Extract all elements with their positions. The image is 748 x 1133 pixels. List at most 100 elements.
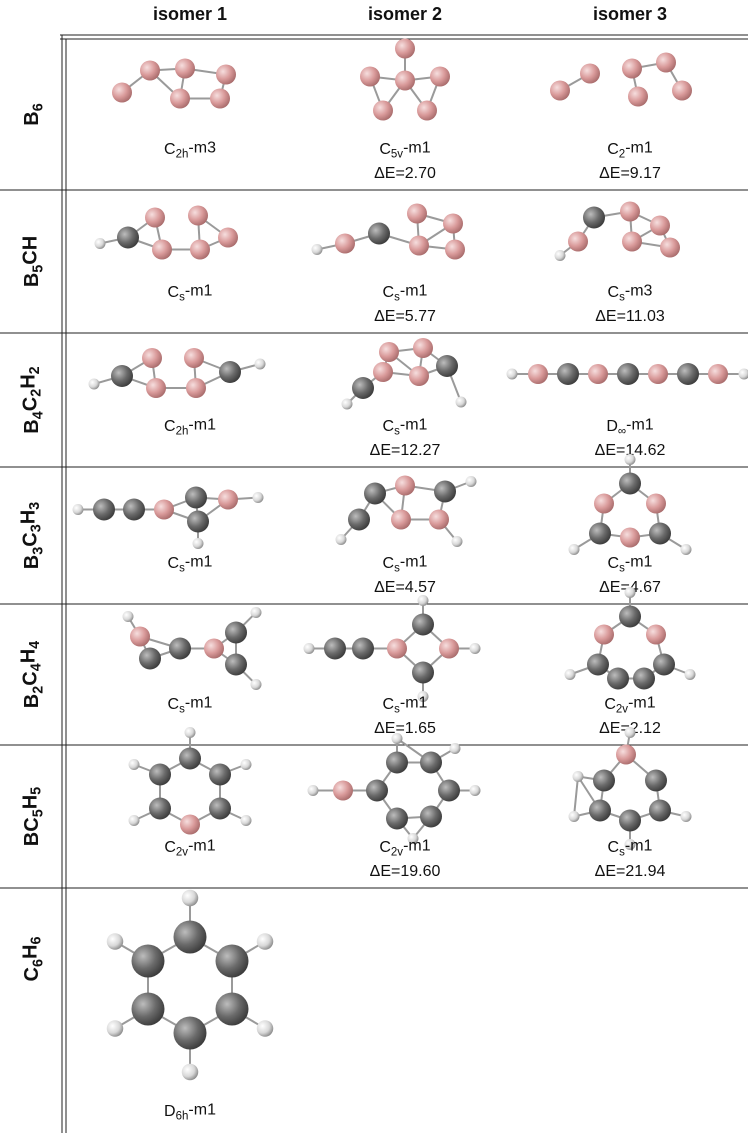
atom [175, 58, 195, 79]
subscript: 4 [30, 411, 46, 419]
atom [465, 476, 477, 487]
text: C [19, 532, 41, 546]
column-header: isomer 2 [368, 4, 442, 24]
atom [180, 814, 200, 835]
atom [139, 647, 161, 670]
text: C [168, 555, 180, 572]
atom [216, 64, 236, 85]
text: -m3 [625, 283, 653, 300]
atom [619, 809, 641, 832]
atom [620, 527, 640, 548]
text: -m1 [185, 554, 213, 571]
isomer-label: C2v-m1 [164, 838, 215, 859]
atom [184, 727, 196, 738]
subscript: s [179, 291, 185, 303]
atom [583, 206, 605, 229]
subscript: 2 [27, 366, 43, 374]
atom [123, 498, 145, 521]
atom [184, 348, 204, 368]
molecule [112, 58, 236, 109]
atom [93, 498, 115, 521]
text: C [21, 967, 43, 981]
text: C [379, 839, 391, 856]
isomer-label: C2v-m1 [604, 695, 655, 716]
atom [131, 944, 165, 978]
energy: ΔE=1.65 [374, 720, 436, 737]
atom [94, 238, 106, 249]
atom [412, 661, 434, 684]
energy: ΔE=5.77 [374, 308, 436, 325]
subscript: 5 [30, 809, 46, 817]
atom [386, 807, 408, 830]
subscript: 5 [29, 787, 45, 795]
text: -m1 [626, 417, 654, 434]
text: -m1 [188, 417, 216, 434]
isomer-label: Cs-m1 [168, 283, 213, 304]
text: C [608, 839, 620, 856]
formula: C6H6 [19, 937, 46, 982]
subscript: 2v [616, 703, 628, 715]
isomer-label: C2h-m3 [164, 140, 216, 161]
atom [417, 595, 429, 606]
atom [210, 88, 230, 109]
text: C [607, 141, 619, 158]
atom [451, 536, 463, 547]
text: C [19, 671, 41, 685]
subscript: s [394, 291, 400, 303]
subscript: s [619, 291, 625, 303]
subscript: 2v [176, 846, 188, 858]
atom [188, 205, 208, 226]
text: -m1 [625, 554, 653, 571]
text: C [164, 418, 176, 435]
subscript: 3 [27, 502, 43, 510]
subscript: s [619, 846, 625, 858]
atom [430, 66, 450, 87]
atom [628, 86, 648, 107]
atom [594, 624, 614, 645]
subscript: s [394, 703, 400, 715]
text: C [164, 839, 176, 856]
isomer-label: Cs-m1 [608, 838, 653, 859]
atom [445, 239, 465, 260]
atom [568, 811, 580, 822]
subscript: 6h [176, 1110, 189, 1122]
text: H [18, 649, 40, 663]
subscript: 3 [30, 547, 46, 555]
atom [106, 1020, 124, 1037]
atom [186, 378, 206, 398]
atom [684, 669, 696, 680]
atom [672, 80, 692, 101]
subscript: s [619, 562, 625, 574]
atom [633, 667, 655, 690]
energy: ΔE=11.03 [595, 308, 665, 325]
subscript: ∞ [618, 425, 626, 437]
isomer-label: Cs-m1 [168, 695, 213, 716]
atom [622, 58, 642, 79]
atom [434, 480, 456, 503]
atom [528, 364, 548, 384]
molecule [106, 889, 274, 1081]
atom [580, 63, 600, 84]
text: D [606, 418, 618, 435]
atom [352, 377, 374, 399]
text: H [18, 374, 40, 388]
text: C [383, 418, 395, 435]
atom [131, 992, 165, 1026]
subscript: s [394, 425, 400, 437]
text: B [21, 419, 43, 433]
atom [413, 338, 433, 358]
atom [409, 366, 429, 386]
text: H [19, 795, 41, 809]
subscript: 4 [27, 641, 43, 649]
atom [443, 213, 463, 234]
isomer-label: C2h-m1 [164, 417, 216, 438]
atom [373, 100, 393, 121]
text: B [21, 111, 43, 125]
molecule [122, 607, 262, 690]
atom [617, 363, 639, 385]
atom [391, 733, 403, 744]
subscript: 5v [391, 148, 403, 160]
atom [303, 643, 315, 654]
energy: ΔE=12.27 [370, 442, 441, 459]
atom [215, 944, 249, 978]
